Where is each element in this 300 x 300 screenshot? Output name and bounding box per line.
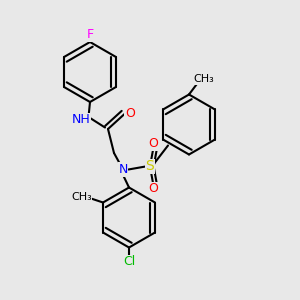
- Text: CH₃: CH₃: [194, 74, 214, 85]
- Text: CH₃: CH₃: [71, 192, 92, 202]
- Text: Cl: Cl: [123, 255, 135, 268]
- Text: O: O: [148, 137, 158, 151]
- Text: S: S: [146, 160, 154, 173]
- Text: NH: NH: [72, 113, 90, 127]
- Text: O: O: [148, 182, 158, 196]
- Text: N: N: [118, 163, 128, 176]
- Text: O: O: [125, 107, 135, 121]
- Text: F: F: [86, 28, 94, 41]
